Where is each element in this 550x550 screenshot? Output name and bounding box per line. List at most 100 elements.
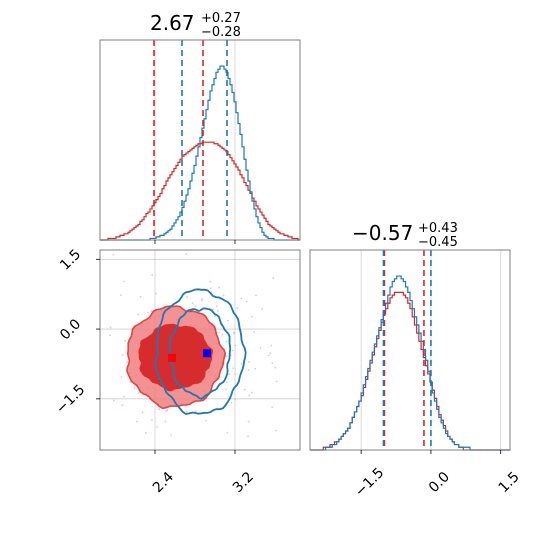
- scatter-point: [272, 277, 275, 279]
- scatter-point: [270, 344, 273, 347]
- scatter-point: [250, 315, 253, 318]
- histogram-param1-series-b: [100, 65, 300, 241]
- joint-x-tick-label: 3.2: [230, 469, 257, 496]
- title-param1-value: 2.67: [150, 11, 195, 35]
- scatter-point: [119, 294, 122, 297]
- scatter-point: [255, 294, 257, 297]
- histogram-param2-series-a: [310, 291, 510, 451]
- scatter-point: [205, 419, 207, 422]
- title-param2-value: −0.57: [352, 221, 413, 245]
- scatter-point: [185, 410, 188, 413]
- scatter-point: [221, 333, 224, 336]
- scatter-point: [228, 373, 231, 376]
- joint-contours-series-b: [154, 288, 247, 415]
- hist2-x-tick-label: −1.5: [352, 465, 387, 500]
- scatter-point: [201, 299, 203, 302]
- scatter-point: [124, 339, 127, 342]
- scatter-point: [141, 411, 144, 414]
- scatter-point: [275, 380, 278, 383]
- scatter-point: [271, 406, 274, 409]
- scatter-point: [164, 420, 167, 423]
- joint-y-tick-label: 0.0: [57, 316, 84, 343]
- scatter-point: [222, 294, 225, 297]
- scatter-point: [248, 361, 251, 363]
- title-param2-lower: −0.45: [418, 235, 458, 250]
- scatter-point: [243, 388, 246, 391]
- scatter-point: [271, 362, 274, 365]
- title-param2-upper: +0.43: [418, 221, 458, 236]
- scatter-point: [240, 362, 243, 365]
- scatter-point: [225, 381, 228, 384]
- scatter-point: [151, 274, 154, 276]
- scatter-point: [165, 410, 168, 413]
- scatter-point: [144, 431, 147, 434]
- scatter-point: [155, 292, 158, 295]
- scatter-point: [226, 431, 229, 434]
- scatter-point: [146, 311, 149, 314]
- scatter-point: [186, 296, 188, 299]
- title-param1-upper: +0.27: [201, 11, 241, 26]
- scatter-point: [234, 373, 237, 376]
- scatter-point: [254, 367, 257, 370]
- joint-y-tick-label: 1.5: [57, 246, 84, 273]
- scatter-point: [225, 340, 228, 343]
- histogram-param2-series-b: [310, 275, 510, 451]
- scatter-point: [248, 394, 251, 397]
- scatter-point: [253, 331, 255, 333]
- scatter-point: [210, 287, 212, 290]
- scatter-point: [227, 319, 229, 322]
- histogram-param2-panel: −1.5 0.0 1.5: [309, 249, 523, 500]
- scatter-point: [185, 253, 188, 255]
- scatter-point: [218, 286, 221, 289]
- scatter-point: [170, 434, 173, 436]
- joint-frame: [99, 249, 301, 451]
- joint-x-tick-label: 2.4: [150, 469, 177, 496]
- scatter-point: [109, 326, 112, 329]
- scatter-point: [216, 309, 219, 312]
- contour-b-inner: [168, 307, 232, 400]
- title-param1: 2.67 +0.27 −0.28: [150, 11, 241, 40]
- scatter-point: [274, 366, 277, 369]
- marker-series-b: [203, 349, 211, 358]
- scatter-point: [234, 398, 237, 401]
- scatter-point: [245, 300, 248, 303]
- scatter-point: [121, 404, 124, 407]
- joint-density-panel: 2.4 3.2 −1.5 0.0 1.5: [53, 246, 301, 496]
- scatter-point: [156, 425, 158, 428]
- scatter-point: [150, 310, 153, 313]
- histogram-param1-panel: [99, 39, 301, 244]
- hist2-x-tick-label: 1.5: [496, 469, 523, 496]
- scatter-point: [218, 331, 221, 334]
- scatter-point: [126, 361, 129, 364]
- scatter-point: [133, 387, 136, 390]
- scatter-point: [158, 408, 161, 411]
- scatter-point: [215, 305, 218, 308]
- scatter-point: [123, 395, 126, 398]
- scatter-point: [225, 388, 227, 391]
- scatter-point: [151, 419, 153, 421]
- contour-b-outer: [154, 288, 247, 415]
- scatter-point: [121, 354, 124, 356]
- marker-series-a: [168, 353, 176, 362]
- scatter-point: [213, 315, 216, 318]
- scatter-point: [112, 253, 115, 256]
- scatter-point: [194, 410, 197, 413]
- scatter-point: [191, 302, 194, 305]
- scatter-point: [234, 344, 237, 347]
- hist2-x-tick-label: 0.0: [426, 469, 453, 496]
- scatter-point: [236, 306, 239, 309]
- scatter-point: [259, 346, 262, 349]
- joint-y-tick-label: −1.5: [53, 382, 88, 417]
- scatter-point: [209, 280, 212, 283]
- scatter-point: [247, 420, 250, 423]
- scatter-point: [232, 367, 235, 370]
- scatter-point: [136, 420, 138, 423]
- scatter-point: [137, 313, 140, 316]
- scatter-point: [230, 401, 233, 404]
- scatter-point: [129, 381, 132, 383]
- scatter-point: [247, 435, 249, 438]
- scatter-point: [275, 429, 278, 432]
- title-param1-lower: −0.28: [201, 25, 241, 40]
- scatter-point: [120, 376, 123, 379]
